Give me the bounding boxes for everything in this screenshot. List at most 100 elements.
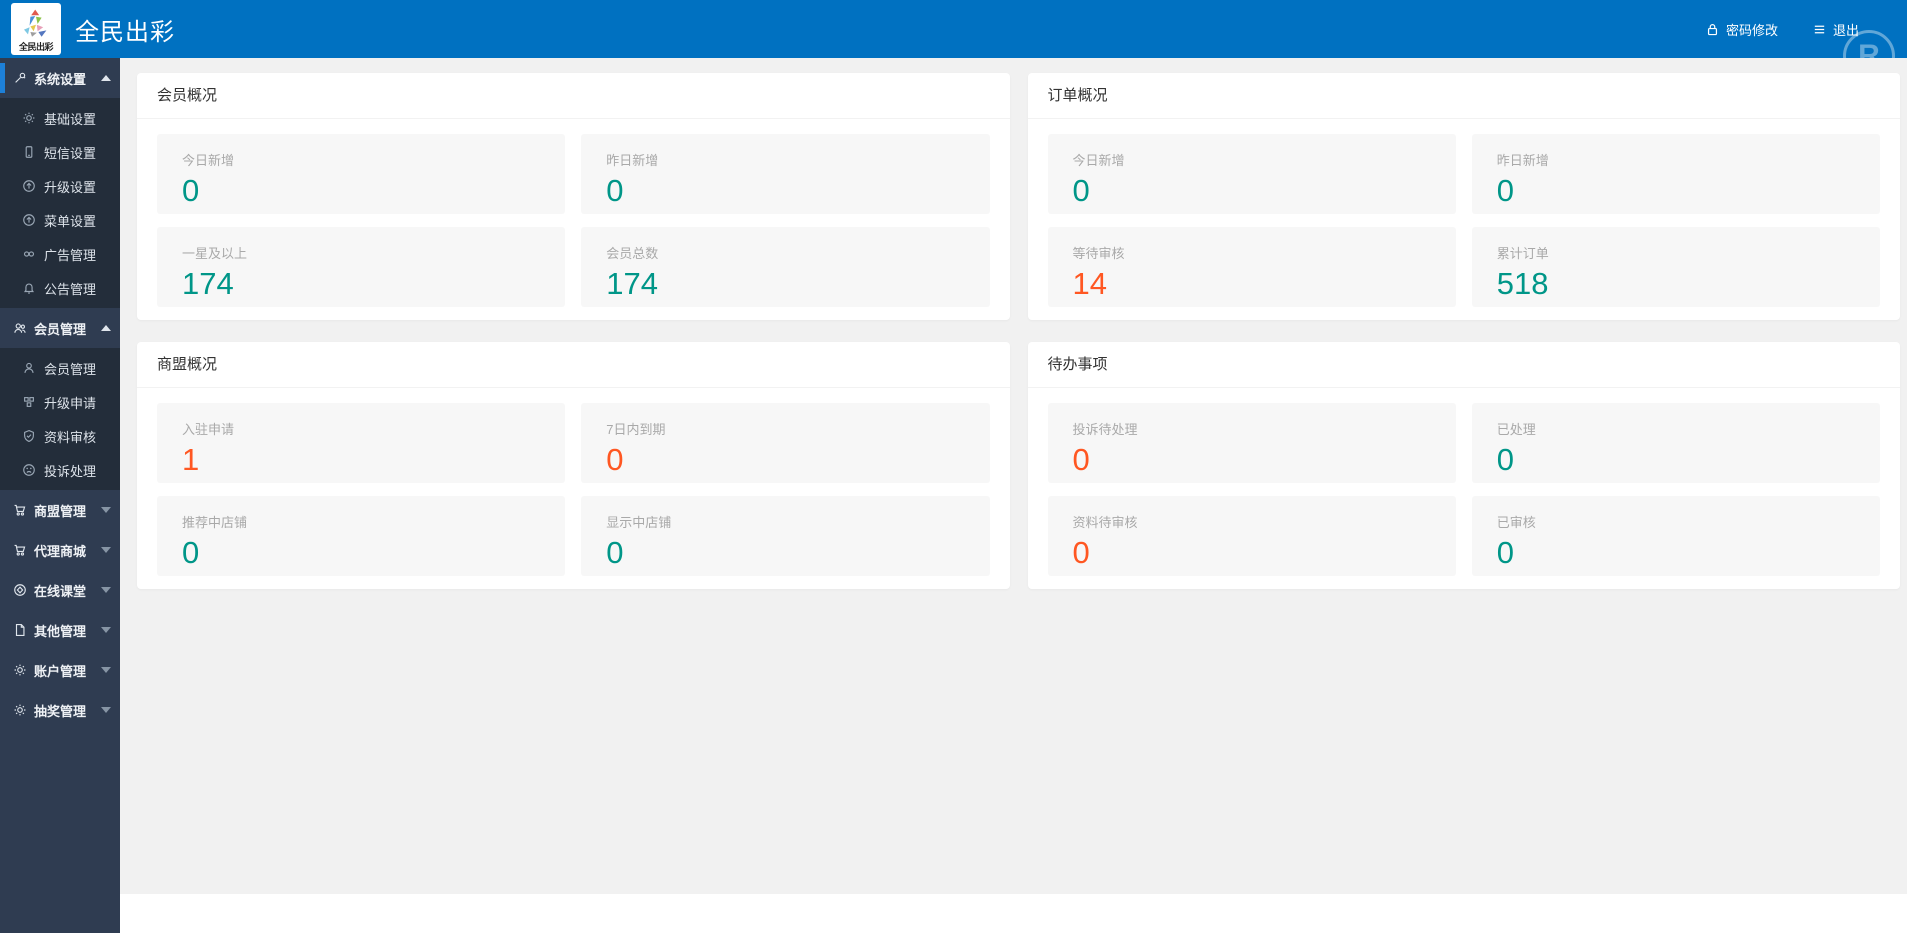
stat-label: 昨日新增	[1496, 153, 1549, 168]
stat-value: 0	[606, 535, 624, 570]
sidebar-group-account-management[interactable]: 账户管理	[0, 650, 120, 690]
stat-value: 0	[606, 173, 624, 208]
sidebar-group-alliance-management[interactable]: 商盟管理	[0, 490, 120, 530]
sidebar-item-upgrade-settings[interactable]: 升级设置	[0, 169, 120, 203]
stat-value: 14	[1072, 266, 1107, 301]
sidebar-nav: 系统设置 基础设置 短信设置 升级设置 菜单设置	[0, 58, 120, 933]
sidebar-item-upgrade-application[interactable]: 升级申请	[0, 385, 120, 419]
sidebar-item-basic-settings[interactable]: 基础设置	[0, 101, 120, 135]
sidebar-group-other-management[interactable]: 其他管理	[0, 610, 120, 650]
gear-icon	[14, 664, 26, 676]
sidebar-group-agent-mall[interactable]: 代理商城	[0, 530, 120, 570]
cart-icon	[14, 504, 26, 516]
stat-value: 174	[182, 266, 234, 301]
sidebar-item-label: 升级申请	[44, 395, 97, 411]
stat-label: 会员总数	[606, 246, 659, 261]
stat-tile: 资料待审核 0	[1047, 496, 1456, 576]
card-title: 会员概况	[137, 73, 1010, 119]
stat-value: 0	[1496, 442, 1514, 477]
stat-label: 已审核	[1496, 515, 1536, 530]
stat-value: 0	[1072, 442, 1090, 477]
active-indicator	[0, 63, 5, 93]
stat-tile: 显示中店铺 0	[581, 496, 990, 576]
logout-label: 退出	[1832, 22, 1859, 38]
app-header: 全民出彩 全民出彩 密码修改 退出 R	[0, 0, 1907, 58]
stat-tile: 等待审核 14	[1047, 227, 1456, 307]
stat-label: 已处理	[1496, 422, 1536, 437]
stat-label: 资料待审核	[1072, 515, 1138, 530]
sidebar-item-label: 短信设置	[44, 145, 97, 161]
password-change-button[interactable]: 密码修改	[1705, 20, 1778, 39]
stat-label: 7日内到期	[606, 422, 666, 437]
tools-icon	[15, 72, 26, 83]
stat-tile: 今日新增 0	[157, 134, 566, 214]
frown-icon	[23, 464, 35, 476]
sidebar-item-member-management[interactable]: 会员管理	[0, 351, 120, 385]
gear-icon	[14, 704, 26, 716]
shield-check-icon	[24, 429, 34, 443]
globe-icon	[14, 584, 26, 596]
card-title: 订单概况	[1027, 73, 1900, 119]
chevron-up-icon	[101, 325, 111, 331]
stat-tile: 今日新增 0	[1047, 134, 1456, 214]
submenu-system-settings: 基础设置 短信设置 升级设置 菜单设置 广告管理	[0, 98, 120, 308]
sidebar-group-label: 抽奖管理	[34, 703, 87, 719]
sidebar-group-label: 会员管理	[34, 321, 87, 337]
stat-value: 0	[1496, 535, 1514, 570]
card-alliance-overview: 商盟概况 入驻申请 1 7日内到期 0 推荐中店铺 0 显示中店铺 0	[137, 342, 1010, 589]
sidebar-item-ad-management[interactable]: 广告管理	[0, 237, 120, 271]
logout-icon	[1814, 25, 1825, 33]
gear-icon	[23, 112, 35, 124]
file-icon	[15, 624, 25, 636]
sidebar-group-online-classroom[interactable]: 在线课堂	[0, 570, 120, 610]
chevron-up-icon	[101, 75, 111, 81]
sidebar-item-sms-settings[interactable]: 短信设置	[0, 135, 120, 169]
sidebar-item-label: 投诉处理	[44, 463, 97, 479]
stat-label: 昨日新增	[606, 153, 659, 168]
sidebar-item-label: 广告管理	[44, 247, 97, 263]
sidebar-item-label: 资料审核	[44, 429, 97, 445]
stat-label: 投诉待处理	[1072, 422, 1138, 437]
stat-tile: 累计订单 518	[1471, 227, 1880, 307]
stat-value: 0	[1072, 173, 1090, 208]
sidebar-group-label: 账户管理	[34, 663, 87, 679]
chevron-down-icon	[101, 667, 111, 673]
app-logo[interactable]: 全民出彩	[11, 3, 61, 55]
main-content: 会员概况 今日新增 0 昨日新增 0 一星及以上 174 会员总数 174	[120, 58, 1907, 894]
bell-icon	[23, 283, 35, 294]
sidebar-group-system-settings[interactable]: 系统设置	[0, 58, 120, 98]
sidebar-item-complaint-handling[interactable]: 投诉处理	[0, 453, 120, 487]
chevron-down-icon	[101, 627, 111, 633]
sidebar-item-data-review[interactable]: 资料审核	[0, 419, 120, 453]
arrow-up-circle-icon	[23, 180, 35, 192]
stat-value: 0	[182, 173, 200, 208]
phone-icon	[25, 146, 33, 158]
logo-text: 全民出彩	[18, 41, 54, 52]
stat-value: 1	[182, 442, 200, 477]
card-title: 待办事项	[1027, 342, 1900, 388]
stat-label: 一星及以上	[182, 246, 248, 261]
sidebar-group-member-management[interactable]: 会员管理	[0, 308, 120, 348]
sidebar-item-label: 菜单设置	[44, 213, 97, 229]
sidebar-item-menu-settings[interactable]: 菜单设置	[0, 203, 120, 237]
stat-value: 0	[1072, 535, 1090, 570]
sidebar-group-lottery-management[interactable]: 抽奖管理	[0, 690, 120, 730]
stat-tile: 昨日新增 0	[581, 134, 990, 214]
sidebar-group-label: 其他管理	[34, 623, 87, 639]
stat-tile: 7日内到期 0	[581, 403, 990, 483]
password-change-label: 密码修改	[1725, 22, 1778, 38]
sidebar-item-announcement-management[interactable]: 公告管理	[0, 271, 120, 305]
sidebar-group-label: 在线课堂	[34, 583, 87, 599]
logout-button[interactable]: 退出	[1812, 20, 1859, 39]
chevron-down-icon	[101, 587, 111, 593]
chevron-down-icon	[101, 547, 111, 553]
grid-icon	[24, 397, 34, 407]
stat-label: 今日新增	[182, 153, 235, 168]
stat-tile: 推荐中店铺 0	[157, 496, 566, 576]
card-title: 商盟概况	[137, 342, 1010, 388]
stat-value: 0	[1496, 173, 1514, 208]
card-member-overview: 会员概况 今日新增 0 昨日新增 0 一星及以上 174 会员总数 174	[137, 73, 1010, 320]
stat-value: 518	[1496, 266, 1549, 301]
users-icon	[14, 323, 26, 333]
sidebar-item-label: 公告管理	[44, 281, 97, 297]
